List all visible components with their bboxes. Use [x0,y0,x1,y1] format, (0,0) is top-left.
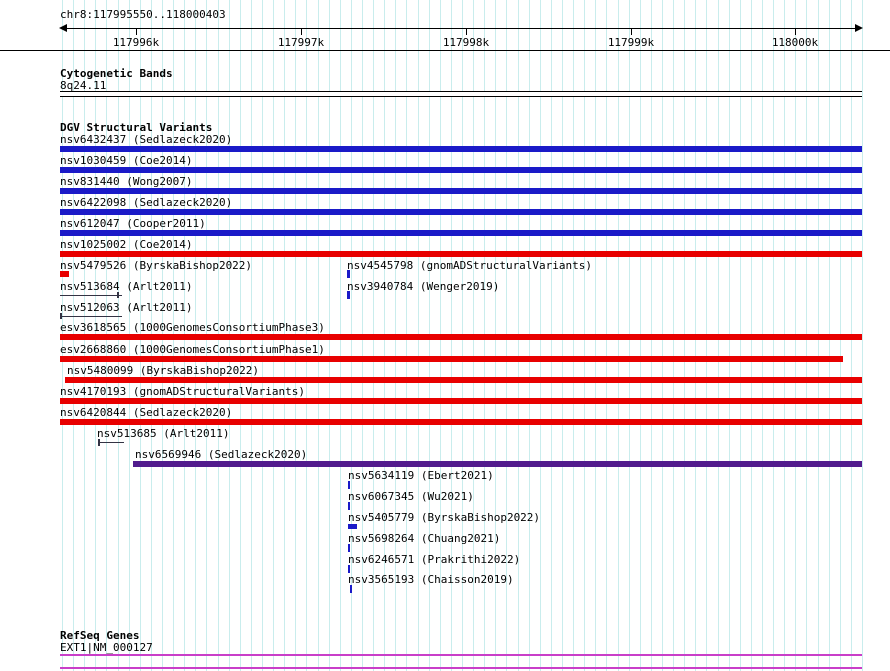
variant-label[interactable]: nsv5480099 (ByrskaBishop2022) [67,364,260,377]
ruler-tick-label: 117998k [442,36,490,49]
cytoband-name: 8q24.11 [60,79,107,92]
variant-glyph[interactable] [348,502,350,510]
variant-label[interactable]: nsv6569946 (Sedlazeck2020) [135,448,308,461]
gene-label[interactable]: EXT1|NM_000127 [60,641,153,654]
variant-label[interactable]: nsv5634119 (Ebert2021) [348,469,494,482]
variant-label[interactable]: nsv3940784 (Wenger2019) [347,280,500,293]
variant-glyph[interactable] [347,270,350,278]
variant-label[interactable]: nsv5405779 (ByrskaBishop2022) [348,511,541,524]
variant-label[interactable]: nsv1030459 (Coe2014) [60,154,193,167]
variant-glyph[interactable] [117,292,119,298]
variant-glyph[interactable] [347,291,350,299]
variant-label[interactable]: nsv6432437 (Sedlazeck2020) [60,133,233,146]
variant-label[interactable]: nsv5479526 (ByrskaBishop2022) [60,259,253,272]
variant-glyph[interactable] [60,188,862,194]
grid-line [862,0,863,671]
variant-label[interactable]: nsv1025002 (Coe2014) [60,238,193,251]
ruler-tick [136,28,137,35]
variant-label[interactable]: nsv5698264 (Chuang2021) [348,532,501,545]
gene-glyph-secondary[interactable] [60,667,862,669]
variant-glyph[interactable] [60,251,862,257]
variant-glyph[interactable] [60,146,862,152]
variant-label[interactable]: nsv512063 (Arlt2011) [60,301,193,314]
variant-glyph[interactable] [60,398,862,404]
dgv-section-title: DGV Structural Variants [60,121,213,134]
variant-glyph[interactable] [60,230,862,236]
variant-glyph[interactable] [60,313,62,319]
variant-glyph[interactable] [65,377,862,383]
variant-glyph[interactable] [350,585,352,593]
ruler-tick-label: 117997k [277,36,325,49]
variant-glyph[interactable] [60,209,862,215]
variant-glyph[interactable] [60,419,862,425]
ruler-tick [301,28,302,35]
ruler-tick [795,28,796,35]
variant-label[interactable]: nsv4170193 (gnomADStructuralVariants) [60,385,306,398]
cytoband-glyph[interactable] [60,91,862,97]
variant-label[interactable]: nsv6246571 (Prakrithi2022) [348,553,521,566]
variant-glyph[interactable] [60,316,122,317]
variant-label[interactable]: esv2668860 (1000GenomesConsortiumPhase1) [60,343,325,356]
variant-glyph[interactable] [98,442,124,443]
variant-label[interactable]: nsv4545798 (gnomADStructuralVariants) [347,259,593,272]
variant-glyph[interactable] [60,295,122,296]
ruler-tick-label: 117996k [112,36,160,49]
ruler-tick-label: 117999k [607,36,655,49]
variant-glyph[interactable] [60,167,862,173]
cytobands-section-title: Cytogenetic Bands [60,67,173,80]
region-label: chr8:117995550..118000403 [60,8,226,21]
variant-glyph[interactable] [348,565,350,573]
variant-label[interactable]: nsv612047 (Cooper2011) [60,217,206,230]
variant-label[interactable]: nsv6420844 (Sedlazeck2020) [60,406,233,419]
variant-glyph[interactable] [60,271,69,277]
variant-label[interactable]: nsv6067345 (Wu2021) [348,490,474,503]
variant-label[interactable]: nsv513684 (Arlt2011) [60,280,193,293]
variant-glyph[interactable] [348,481,350,489]
variant-label[interactable]: nsv3565193 (Chaisson2019) [348,573,514,586]
ruler-line [66,28,856,29]
variant-glyph[interactable] [60,356,843,362]
ruler-right-arrow-icon[interactable] [855,24,863,32]
ruler-left-arrow-icon[interactable] [59,24,67,32]
variant-label[interactable]: nsv831440 (Wong2007) [60,175,193,188]
variant-label[interactable]: nsv6422098 (Sedlazeck2020) [60,196,233,209]
ruler-tick [631,28,632,35]
variant-label[interactable]: esv3618565 (1000GenomesConsortiumPhase3) [60,321,325,334]
gene-glyph-ext1[interactable] [60,654,862,656]
ruler-tick-label: 118000k [771,36,819,49]
variant-label[interactable]: nsv513685 (Arlt2011) [97,427,230,440]
ruler-tick [466,28,467,35]
refseq-section-title: RefSeq Genes [60,629,140,642]
variant-glyph[interactable] [348,524,357,529]
ruler-separator-line [0,50,890,51]
variant-glyph[interactable] [348,544,350,552]
variant-glyph[interactable] [60,334,862,340]
variant-glyph[interactable] [133,461,862,467]
